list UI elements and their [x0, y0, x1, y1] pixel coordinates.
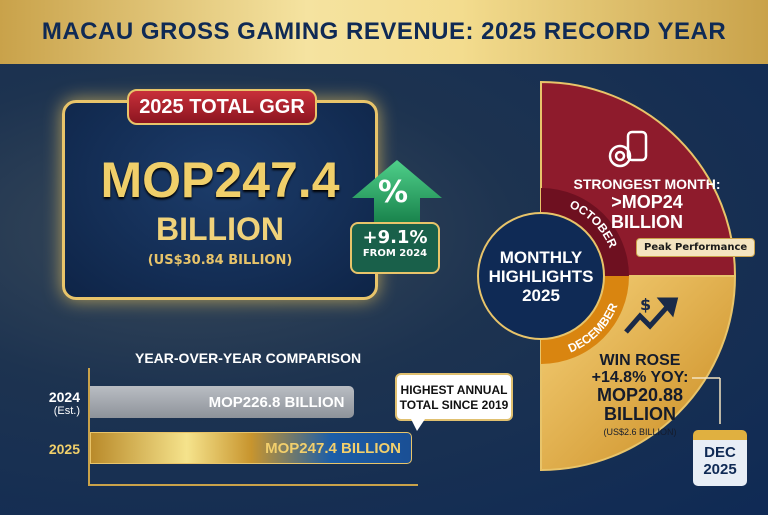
percent-up-arrow-icon — [352, 160, 442, 230]
calendar-icon: DEC 2025 — [693, 430, 747, 486]
bar-2025: MOP247.4 BILLION — [90, 432, 412, 464]
comparison-axis-x — [88, 484, 418, 486]
year-label-2024: 2024 (Est.) — [48, 389, 80, 417]
growth-label: FROM 2024 — [362, 248, 428, 259]
year-label-2025: 2025 — [48, 441, 80, 457]
page-title: MACAU GROSS GAMING REVENUE: 2025 RECORD … — [41, 18, 727, 45]
dollar-trend-up-icon: $ — [624, 295, 679, 334]
october-text: STRONGEST MONTH: >MOP24 BILLION — [573, 176, 721, 232]
growth-value: +9.1% — [362, 227, 428, 248]
total-ggr-unit: BILLION — [156, 211, 284, 247]
bar-2024: MOP226.8 BILLION — [90, 386, 355, 418]
casino-chips-icon — [608, 130, 648, 168]
callout-highest-total: HIGHEST ANNUAL TOTAL SINCE 2019 — [395, 373, 513, 431]
total-ggr-tag: 2025 TOTAL GGR — [127, 89, 317, 125]
svg-text:$: $ — [640, 295, 651, 314]
comparison-axis-y — [88, 368, 90, 486]
peak-performance-badge: Peak Performance — [636, 238, 756, 257]
growth-badge: +9.1% FROM 2024 — [350, 222, 440, 274]
total-ggr-card: 2025 TOTAL GGR MOP247.4 BILLION (US$30.8… — [62, 89, 378, 300]
total-ggr-usd: (US$30.84 BILLION) — [147, 253, 293, 268]
percent-sign: % — [378, 175, 409, 210]
title-banner: MACAU GROSS GAMING REVENUE: 2025 RECORD … — [0, 0, 768, 64]
comparison-title: YEAR-OVER-YEAR COMPARISON — [135, 350, 362, 366]
total-ggr-value: MOP247.4 — [100, 152, 340, 208]
monthly-highlights-circle: MONTHLY HIGHLIGHTS 2025 — [477, 212, 605, 340]
december-text: WIN ROSE +14.8% YOY: MOP20.88 BILLION (U… — [591, 352, 689, 437]
